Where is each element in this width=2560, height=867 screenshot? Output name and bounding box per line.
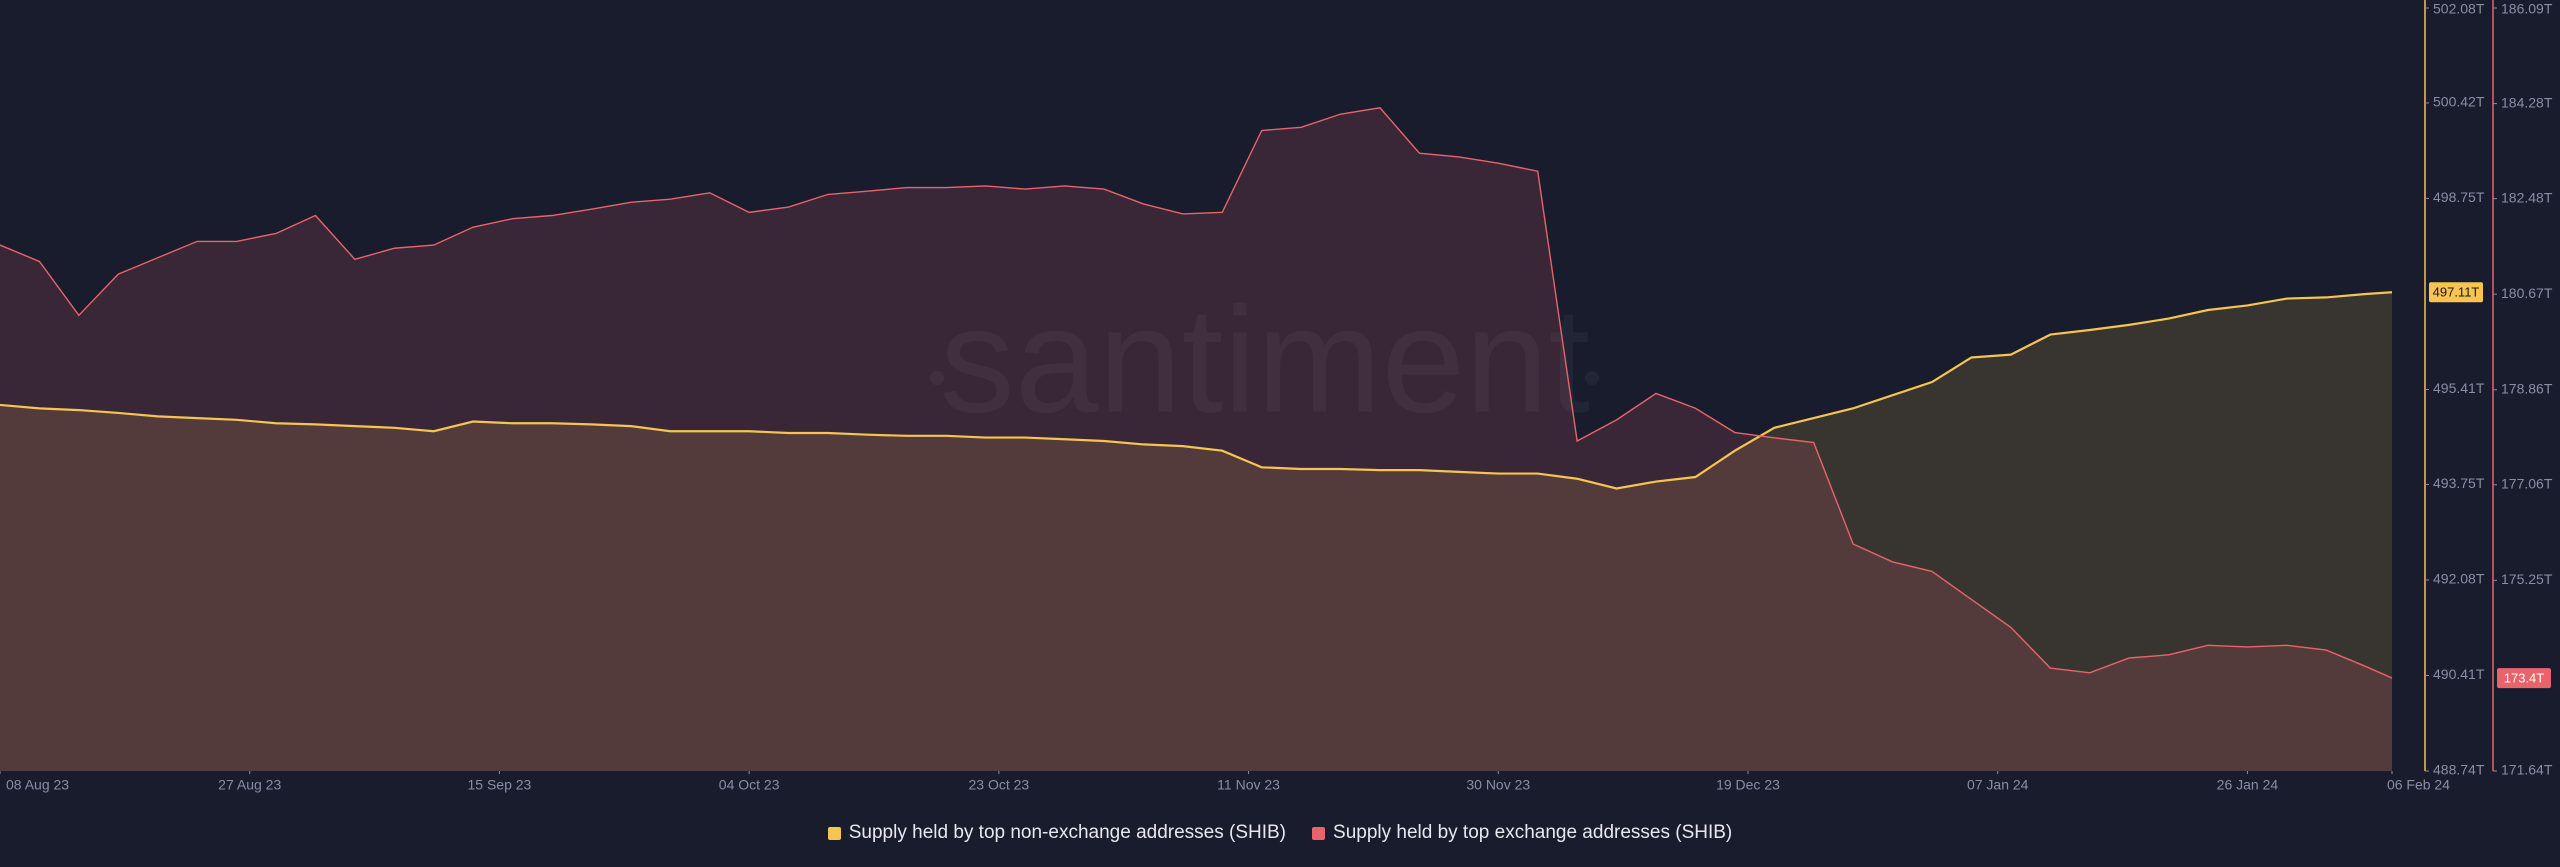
x-tick-label: 07 Jan 24 <box>1967 777 2029 793</box>
x-tick-label: 26 Jan 24 <box>2217 777 2279 793</box>
y2-tick-label: 175.25T <box>2501 571 2553 587</box>
x-tick-label: 08 Aug 23 <box>6 777 69 793</box>
legend-item[interactable]: Supply held by top non-exchange addresse… <box>827 822 1287 844</box>
watermark-dot <box>930 371 944 385</box>
y2-tick-label: 184.28T <box>2501 94 2553 110</box>
x-tick-label: 04 Oct 23 <box>719 777 780 793</box>
y-tick-label: 502.08T <box>2433 1 2485 17</box>
legend: Supply held by top non-exchange addresse… <box>0 818 2560 848</box>
watermark-text: santiment <box>940 276 1590 444</box>
y2-tick-label: 177.06T <box>2501 476 2553 492</box>
y-tick-label: 498.75T <box>2433 189 2485 205</box>
x-tick-label: 30 Nov 23 <box>1466 777 1530 793</box>
value-badge <box>2497 668 2551 689</box>
x-tick-label: 11 Nov 23 <box>1217 777 1280 793</box>
x-tick-label: 23 Oct 23 <box>969 777 1030 793</box>
legend-label: Supply held by top exchange addresses (S… <box>1333 822 1733 843</box>
watermark-dot <box>1585 371 1599 385</box>
y-tick-label: 493.75T <box>2433 475 2485 491</box>
area-fill <box>0 292 2392 771</box>
y-tick-label: 490.41T <box>2433 666 2485 682</box>
area-fill <box>0 107 2392 772</box>
y-tick-label: 495.41T <box>2433 380 2485 396</box>
y2-tick-label: 180.67T <box>2501 285 2553 301</box>
value-label: 173.4T <box>2504 671 2545 686</box>
x-tick-label: 15 Sep 23 <box>468 777 532 793</box>
x-tick-label: 19 Dec 23 <box>1716 777 1780 793</box>
x-tick-label: 27 Aug 23 <box>218 777 281 793</box>
legend-swatch <box>827 826 841 840</box>
watermark: santiment <box>930 276 1599 444</box>
legend-item[interactable]: Supply held by top exchange addresses (S… <box>1312 822 1732 844</box>
value-badge <box>2429 282 2483 303</box>
y2-tick-label: 178.86T <box>2501 380 2553 396</box>
y-tick-label: 488.74T <box>2433 762 2485 778</box>
series-line <box>0 107 2393 679</box>
legend-swatch <box>1312 826 1326 840</box>
value-label: 497.11T <box>2433 285 2480 300</box>
series-line <box>0 291 2393 490</box>
y-tick-label: 492.08T <box>2433 571 2485 587</box>
y2-tick-label: 186.09T <box>2501 1 2553 17</box>
x-tick-label: 06 Feb 24 <box>2387 777 2450 793</box>
legend-label: Supply held by top non-exchange addresse… <box>848 822 1287 843</box>
y-tick-label: 500.42T <box>2433 94 2485 110</box>
y2-tick-label: 182.48T <box>2501 189 2553 205</box>
y2-tick-label: 171.64T <box>2501 762 2553 778</box>
